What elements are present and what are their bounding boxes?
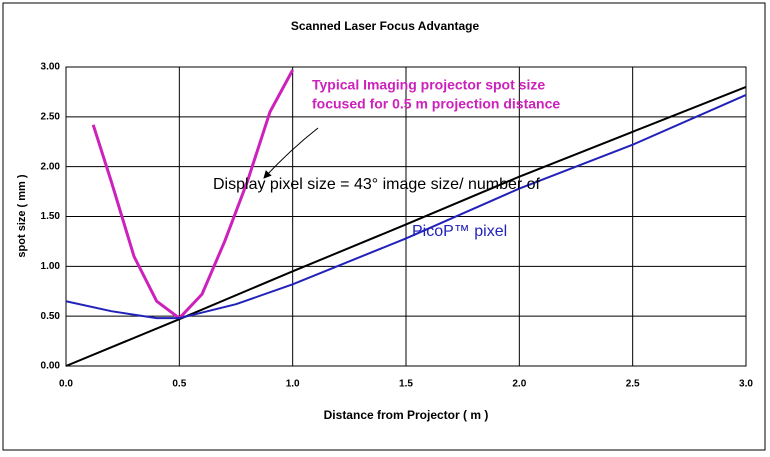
plot-area: 0.00 0.50 1.00 1.50 2.00 2.50 3.00 0.0 0.5 1.0 1.5…: [41, 62, 754, 390]
y-tick-label: 0.00: [41, 361, 61, 372]
x-tick-label: 0.5: [172, 379, 186, 390]
chart-title: Scanned Laser Focus Advantage: [291, 19, 480, 33]
y-tick-label: 1.00: [41, 261, 61, 272]
arrow: [263, 127, 319, 179]
x-tick-label: 2.5: [626, 379, 640, 390]
y-tick-label: 1.50: [41, 211, 61, 222]
annotation: Display pixel size = 43° image size/ num…: [213, 176, 541, 193]
series-line: [65, 93, 747, 320]
annotation: Typical Imaging projector spot size: [312, 77, 545, 93]
x-axis-title: Distance from Projector ( m ): [324, 408, 489, 422]
x-tick-label: 2.0: [512, 379, 526, 390]
y-tick-label: 2.50: [41, 111, 61, 122]
y-tick-label: 3.00: [41, 62, 61, 73]
annotation: PicoP™ pixel: [412, 223, 507, 240]
annotation: focused for 0.5 m projection distance: [312, 96, 560, 112]
x-tick-label: 3.0: [739, 379, 753, 390]
x-tick-label: 0.0: [59, 379, 73, 390]
y-axis-title: spot size ( mm ): [16, 174, 28, 257]
x-tick-label: 1.5: [399, 379, 413, 390]
y-tick-label: 0.50: [41, 311, 61, 322]
series-line: [91, 69, 294, 320]
x-tick-label: 1.0: [286, 379, 300, 390]
y-tick-label: 2.00: [41, 161, 61, 172]
